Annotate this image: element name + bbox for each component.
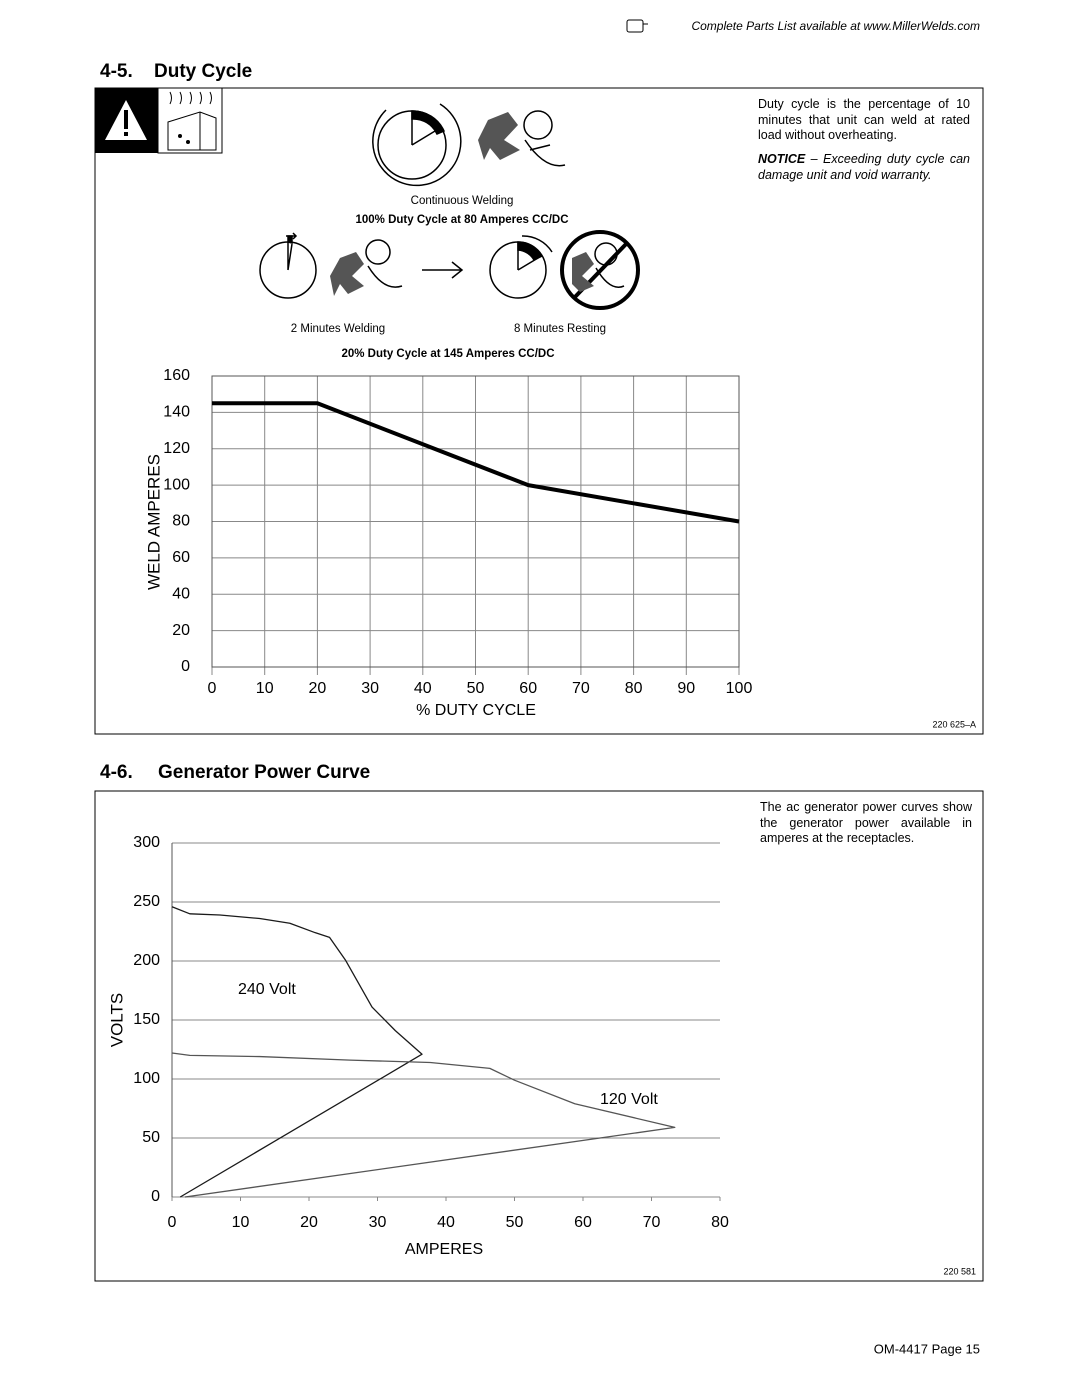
y-tick-label: 0	[151, 1188, 160, 1205]
section-number: 4-5.	[100, 61, 133, 82]
y-tick-label: 100	[163, 476, 190, 493]
caption: 20% Duty Cycle at 145 Amperes CC/DC	[341, 348, 554, 360]
x-tick-label: 20	[300, 1214, 318, 1231]
data-line	[212, 401, 740, 524]
warning-icon	[95, 87, 223, 154]
y-tick-label: 250	[133, 893, 160, 910]
y-axis-label: VOLTS	[107, 993, 126, 1047]
section-box	[94, 87, 984, 735]
y-axis-label: WELD AMPERES	[144, 454, 163, 590]
notice-text: – Exceeding duty cycle can damage unit a…	[758, 152, 970, 182]
x-tick-label: 100	[726, 680, 753, 697]
x-tick-label: 80	[711, 1214, 729, 1231]
series-label: 240 Volt	[238, 981, 296, 998]
x-tick-label: 0	[168, 1214, 177, 1231]
x-axis-label: AMPERES	[405, 1241, 483, 1258]
x-axis-label: % DUTY CYCLE	[416, 702, 536, 719]
data-line	[171, 906, 423, 1198]
y-tick-label: 150	[133, 1011, 160, 1028]
section-title: Generator Power Curve	[158, 762, 370, 783]
x-tick-label: 0	[208, 680, 217, 697]
figure-id: 220 625–A	[932, 719, 976, 729]
x-tick-label: 30	[361, 680, 379, 697]
series-label: 120 Volt	[600, 1091, 658, 1108]
caption: Continuous Welding	[411, 195, 514, 207]
section-box	[94, 790, 984, 1282]
y-tick-label: 300	[133, 834, 160, 851]
description: The ac generator power curves show the g…	[760, 800, 972, 845]
footer: OM-4417 Page 15	[874, 1341, 980, 1356]
y-tick-label: 100	[133, 1070, 160, 1087]
x-tick-label: 10	[256, 680, 274, 697]
x-tick-label: 80	[625, 680, 643, 697]
caption: 100% Duty Cycle at 80 Amperes CC/DC	[355, 214, 568, 226]
y-tick-label: 120	[163, 440, 190, 457]
y-tick-label: 60	[172, 549, 190, 566]
y-tick-label: 160	[163, 367, 190, 384]
figure-id: 220 581	[943, 1266, 976, 1276]
x-tick-label: 50	[506, 1214, 524, 1231]
notice-label: NOTICE	[758, 152, 806, 166]
y-tick-label: 0	[181, 658, 190, 675]
x-tick-label: 70	[572, 680, 590, 697]
y-tick-label: 200	[133, 952, 160, 969]
x-tick-label: 60	[574, 1214, 592, 1231]
y-tick-label: 80	[172, 513, 190, 530]
pointer-icon	[626, 19, 648, 33]
y-tick-label: 20	[172, 622, 190, 639]
x-tick-label: 50	[467, 680, 485, 697]
x-tick-label: 60	[519, 680, 537, 697]
x-tick-label: 90	[677, 680, 695, 697]
duty-cycle-illustration	[259, 103, 640, 310]
x-tick-label: 40	[414, 680, 432, 697]
header-note: Complete Parts List available at www.Mil…	[691, 19, 980, 33]
caption: 8 Minutes Resting	[514, 323, 606, 335]
description: Duty cycle is the percentage of 10 minut…	[758, 97, 970, 142]
y-tick-label: 140	[163, 404, 190, 421]
x-tick-label: 40	[437, 1214, 455, 1231]
x-tick-label: 10	[232, 1214, 250, 1231]
caption: 2 Minutes Welding	[291, 323, 385, 335]
section-number: 4-6.	[100, 762, 133, 783]
x-tick-label: 20	[309, 680, 327, 697]
data-line	[171, 1052, 676, 1198]
notice: NOTICE – Exceeding duty cycle can damage…	[758, 152, 970, 183]
x-tick-label: 70	[643, 1214, 661, 1231]
y-tick-label: 50	[142, 1129, 160, 1146]
x-tick-label: 30	[369, 1214, 387, 1231]
section-title: Duty Cycle	[154, 61, 252, 82]
y-tick-label: 40	[172, 585, 190, 602]
